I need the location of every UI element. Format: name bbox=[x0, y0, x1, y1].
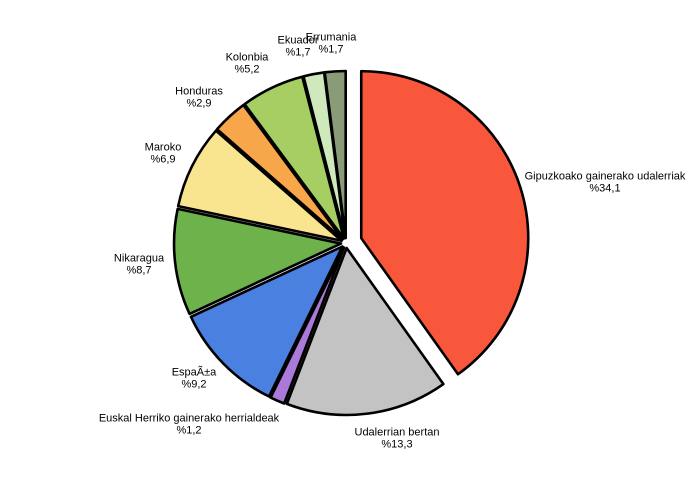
pie-label-value: %2,9 bbox=[186, 97, 212, 109]
pie-label-espa-a: EspaÃ±a %9,2 bbox=[171, 366, 217, 391]
pie-label-name: Kolonbia bbox=[225, 51, 269, 64]
pie-slice-nikaragua bbox=[172, 207, 343, 316]
pie-label-name: Honduras bbox=[175, 85, 223, 98]
pie-slice-espa-a bbox=[189, 245, 344, 398]
pie-slice-maroko bbox=[176, 129, 343, 243]
pie-label-kolonbia: Kolonbia %5,2 bbox=[225, 51, 269, 76]
pie-slice-gipuzkoako-gainerako-udalerriak bbox=[359, 69, 530, 376]
pie-slice-euskal-herriko-gainerako-herrialdeak bbox=[269, 246, 346, 405]
pie-label-name: Ekuador bbox=[277, 34, 319, 47]
pie-slice-udalerrian-bertan bbox=[285, 246, 445, 417]
pie-label-gipuzkoako-gainerako-udalerriak: Gipuzkoako gainerako udalerriak %34,1 bbox=[524, 170, 686, 195]
pie-label-name: Euskal Herriko gainerako herrialdeak bbox=[98, 412, 280, 425]
pie-label-name: EspaÃ±a bbox=[171, 366, 217, 379]
pie-label-honduras: Honduras %2,9 bbox=[175, 85, 223, 110]
pie-label-value: %8,7 bbox=[126, 264, 152, 276]
pie-label-name: Maroko bbox=[144, 141, 182, 154]
pie-label-maroko: Maroko %6,9 bbox=[144, 141, 182, 166]
pie-label-udalerrian-bertan: Udalerrian bertan %13,3 bbox=[354, 426, 440, 451]
pie-slice-errumania bbox=[323, 69, 347, 240]
pie-label-name: Udalerrian bertan bbox=[354, 426, 440, 439]
pie-label-euskal-herriko-gainerako-herrialdeak: Euskal Herriko gainerako herrialdeak %1,2 bbox=[98, 412, 280, 437]
pie-label-value: %13,3 bbox=[381, 438, 413, 450]
pie-label-name: Errumania bbox=[305, 31, 357, 44]
pie-label-ekuador: Ekuador %1,7 bbox=[277, 34, 319, 59]
pie-label-value: %9,2 bbox=[181, 378, 207, 390]
pie-slice-honduras bbox=[215, 103, 344, 241]
pie-label-value: %1,7 bbox=[285, 46, 311, 58]
pie-label-value: %1,7 bbox=[318, 43, 344, 55]
pie-label-name: Nikaragua bbox=[113, 252, 165, 265]
pie-label-nikaragua: Nikaragua %8,7 bbox=[113, 252, 165, 277]
pie-label-value: %34,1 bbox=[589, 182, 621, 194]
pie-label-name: Gipuzkoako gainerako udalerriak bbox=[524, 170, 686, 183]
pie-label-value: %5,2 bbox=[234, 63, 260, 75]
pie-label-value: %1,2 bbox=[176, 424, 202, 436]
pie-label-value: %6,9 bbox=[150, 153, 176, 165]
pie-label-errumania: Errumania %1,7 bbox=[305, 31, 357, 56]
pie-slice-kolonbia bbox=[243, 75, 346, 240]
